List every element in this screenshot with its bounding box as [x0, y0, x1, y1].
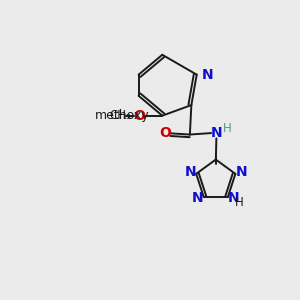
Text: CH₃: CH₃ — [110, 109, 131, 122]
Text: N: N — [227, 191, 239, 205]
Text: N: N — [192, 191, 204, 205]
Text: methoxy: methoxy — [95, 109, 150, 122]
Text: H: H — [223, 122, 232, 135]
Text: O: O — [133, 109, 145, 123]
Text: N: N — [202, 68, 214, 82]
Text: H: H — [235, 196, 244, 209]
Text: N: N — [184, 165, 196, 179]
Text: N: N — [236, 165, 247, 179]
Text: O: O — [159, 126, 171, 140]
Text: N: N — [211, 126, 222, 140]
